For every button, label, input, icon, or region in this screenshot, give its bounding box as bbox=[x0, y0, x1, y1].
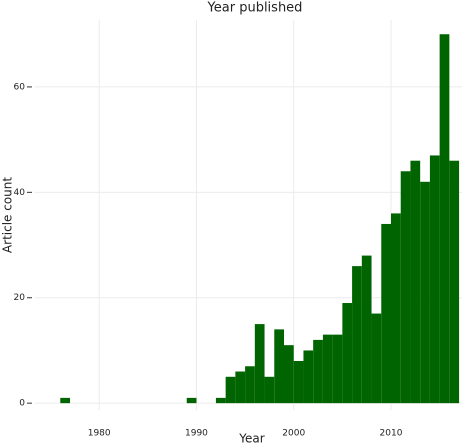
y-tick-label: 20 bbox=[14, 293, 26, 303]
bar bbox=[429, 155, 440, 404]
chart-title: Year published bbox=[207, 1, 303, 16]
bar bbox=[342, 303, 353, 404]
bar bbox=[60, 397, 71, 404]
y-axis-label: Article count bbox=[1, 177, 15, 253]
bar bbox=[225, 376, 236, 404]
bar bbox=[254, 324, 265, 404]
bar bbox=[439, 34, 450, 404]
x-tick-label: 1990 bbox=[185, 429, 208, 439]
bar bbox=[449, 160, 460, 404]
bar bbox=[264, 376, 275, 404]
y-tick-label: 0 bbox=[19, 399, 25, 409]
bar bbox=[245, 366, 255, 404]
bar bbox=[186, 397, 197, 404]
bar bbox=[284, 345, 294, 404]
bar bbox=[400, 171, 411, 404]
bar bbox=[361, 255, 372, 404]
bar bbox=[215, 397, 226, 404]
x-axis-label: Year bbox=[238, 432, 264, 446]
bar bbox=[390, 213, 401, 404]
y-tick-label: 40 bbox=[14, 188, 26, 198]
bar bbox=[313, 339, 323, 404]
bar bbox=[274, 329, 285, 404]
bar bbox=[381, 223, 391, 404]
bar bbox=[322, 334, 333, 404]
bar bbox=[420, 181, 430, 404]
bar bbox=[371, 313, 382, 404]
bar bbox=[352, 266, 362, 404]
x-tick-label: 2010 bbox=[380, 429, 403, 439]
bar bbox=[293, 360, 304, 404]
bar bbox=[235, 371, 246, 404]
x-tick-label: 2000 bbox=[282, 429, 305, 439]
x-tick-label: 1980 bbox=[88, 429, 111, 439]
bar bbox=[303, 350, 314, 404]
y-tick-label: 60 bbox=[14, 82, 26, 92]
bar bbox=[410, 160, 421, 404]
bar bbox=[332, 334, 343, 404]
